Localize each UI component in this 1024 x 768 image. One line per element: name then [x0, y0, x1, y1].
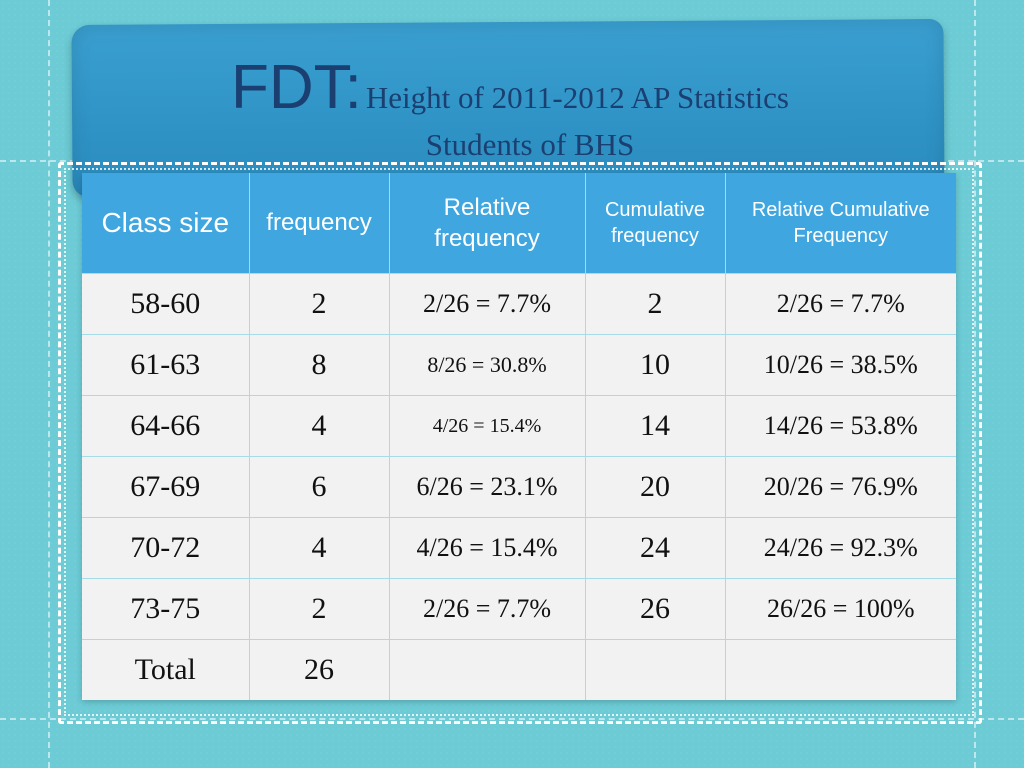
title-subtitle-line1: Height of 2011-2012 AP Statistics	[365, 80, 789, 115]
table-total-row: Total 26	[82, 639, 956, 700]
page-title: FDT: Height of 2011-2012 AP Statistics S…	[80, 52, 940, 163]
header-class-size: Class size	[82, 173, 250, 274]
table-row: 70-72 4 4/26 = 15.4% 24 24/26 = 92.3%	[82, 517, 956, 579]
cell-relative-frequency: 8/26 = 30.8%	[389, 334, 586, 396]
cell-class-size: 58-60	[82, 273, 250, 335]
cell-frequency: 6	[249, 456, 390, 518]
cell-cumulative-frequency: 10	[585, 334, 726, 396]
cell-frequency: 4	[249, 517, 390, 579]
header-relative-cumulative-frequency: Relative Cumulative Frequency	[725, 173, 956, 274]
table-row: 67-69 6 6/26 = 23.1% 20 20/26 = 76.9%	[82, 456, 956, 518]
cell-total-label: Total	[82, 639, 250, 700]
cell-cumulative-frequency: 14	[585, 395, 726, 457]
cell-frequency: 8	[249, 334, 390, 396]
cell-total-frequency: 26	[249, 639, 390, 700]
cell-relative-cumulative-frequency: 2/26 = 7.7%	[725, 273, 956, 335]
stitch-right	[974, 0, 976, 768]
cell-relative-cumulative-frequency: 14/26 = 53.8%	[725, 395, 956, 457]
table-row: 73-75 2 2/26 = 7.7% 26 26/26 = 100%	[82, 578, 956, 640]
dashed-frame	[58, 162, 982, 724]
cell-empty	[389, 639, 586, 700]
cell-relative-cumulative-frequency: 10/26 = 38.5%	[725, 334, 956, 396]
dotted-frame	[64, 168, 974, 716]
cell-empty	[725, 639, 956, 700]
cell-relative-frequency: 2/26 = 7.7%	[389, 578, 586, 640]
stitch-bottom	[0, 718, 1024, 720]
cell-cumulative-frequency: 2	[585, 273, 726, 335]
cell-empty	[585, 639, 726, 700]
table-row: 64-66 4 4/26 = 15.4% 14 14/26 = 53.8%	[82, 395, 956, 457]
cell-class-size: 64-66	[82, 395, 250, 457]
cell-cumulative-frequency: 26	[585, 578, 726, 640]
cell-frequency: 2	[249, 273, 390, 335]
cell-class-size: 70-72	[82, 517, 250, 579]
cell-relative-frequency: 2/26 = 7.7%	[389, 273, 586, 335]
cell-class-size: 73-75	[82, 578, 250, 640]
cell-cumulative-frequency: 20	[585, 456, 726, 518]
title-main: FDT:	[231, 53, 362, 122]
cell-relative-frequency: 4/26 = 15.4%	[389, 517, 586, 579]
table-header-row: Class size frequency Relative frequency …	[82, 173, 956, 274]
header-cumulative-frequency: Cumulative frequency	[585, 173, 726, 274]
cell-class-size: 67-69	[82, 456, 250, 518]
cell-frequency: 4	[249, 395, 390, 457]
table-row: 58-60 2 2/26 = 7.7% 2 2/26 = 7.7%	[82, 273, 956, 335]
header-frequency: frequency	[249, 173, 390, 274]
cell-relative-frequency: 6/26 = 23.1%	[389, 456, 586, 518]
cell-relative-frequency: 4/26 = 15.4%	[389, 395, 586, 457]
cell-class-size: 61-63	[82, 334, 250, 396]
stitch-left	[48, 0, 50, 768]
cell-relative-cumulative-frequency: 24/26 = 92.3%	[725, 517, 956, 579]
table-row: 61-63 8 8/26 = 30.8% 10 10/26 = 38.5%	[82, 334, 956, 396]
title-subtitle-line2: Students of BHS	[425, 127, 635, 163]
header-relative-frequency: Relative frequency	[389, 173, 586, 274]
frequency-distribution-table: Class size frequency Relative frequency …	[82, 173, 956, 700]
cell-frequency: 2	[249, 578, 390, 640]
cell-relative-cumulative-frequency: 20/26 = 76.9%	[725, 456, 956, 518]
cell-cumulative-frequency: 24	[585, 517, 726, 579]
cell-relative-cumulative-frequency: 26/26 = 100%	[725, 578, 956, 640]
